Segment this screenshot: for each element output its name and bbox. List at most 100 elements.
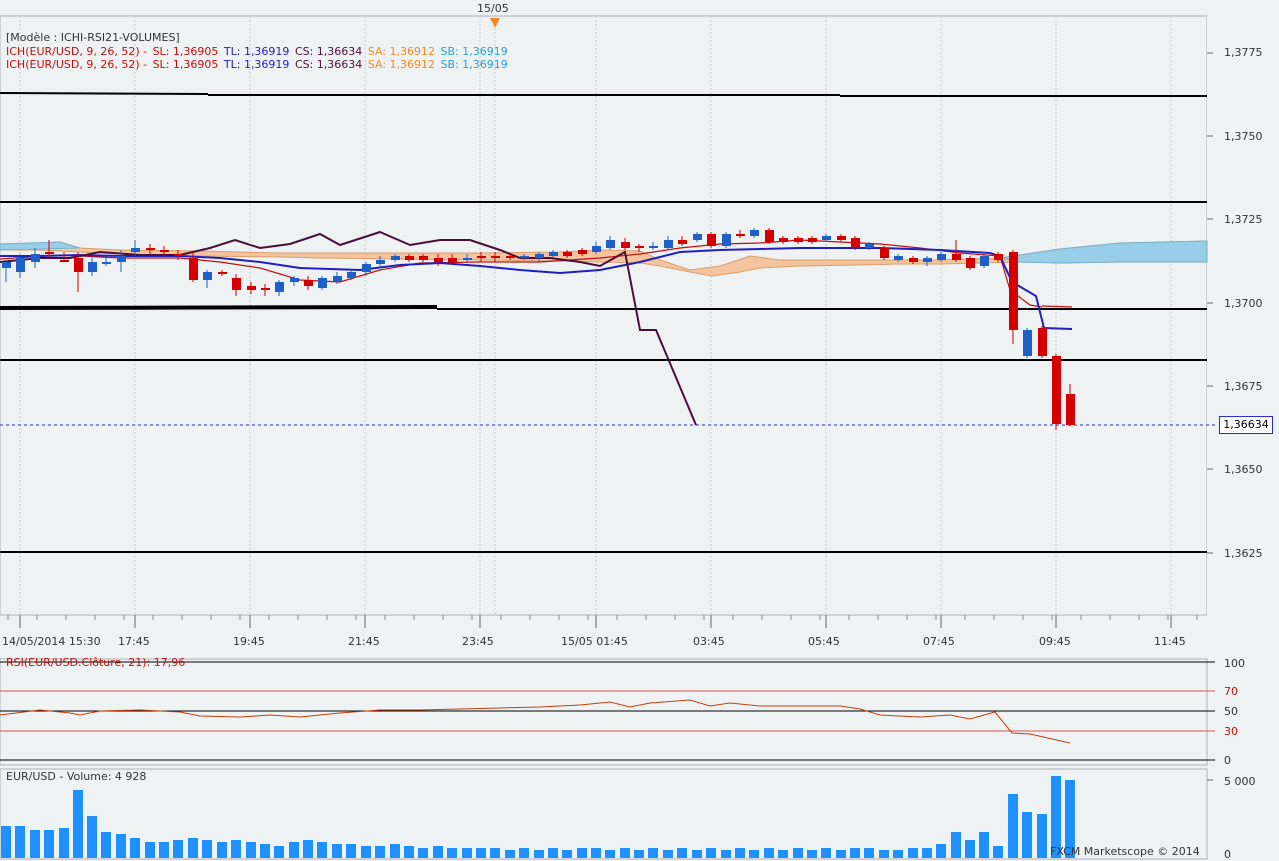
volume-bar bbox=[1051, 776, 1061, 858]
volume-bar bbox=[116, 834, 126, 858]
candle-body bbox=[923, 258, 932, 262]
price-label: 1,3775 bbox=[1224, 46, 1263, 59]
candle-body bbox=[376, 260, 385, 264]
candle-body bbox=[131, 248, 140, 252]
volume-bar bbox=[246, 842, 256, 858]
volume-bar bbox=[993, 846, 1003, 858]
candle-body bbox=[994, 254, 1003, 260]
volume-plot-area bbox=[0, 768, 1208, 860]
volume-bar bbox=[317, 842, 327, 858]
candle-body bbox=[535, 254, 544, 258]
time-label: 07:45 bbox=[923, 635, 955, 648]
candle-body bbox=[837, 236, 846, 240]
volume-bar bbox=[922, 848, 932, 858]
volume-bar bbox=[1008, 794, 1018, 858]
time-label: 05:45 bbox=[808, 635, 840, 648]
candle-body bbox=[60, 260, 69, 262]
volume-bar bbox=[778, 850, 788, 858]
volume-level: 5 000 bbox=[1224, 775, 1256, 788]
candle-body bbox=[736, 234, 745, 236]
candle-body bbox=[750, 230, 759, 236]
volume-bar bbox=[605, 850, 615, 858]
volume-bar bbox=[332, 844, 342, 858]
candle-body bbox=[563, 252, 572, 256]
time-label: 11:45 bbox=[1154, 635, 1186, 648]
time-label: 14/05/2014 15:30 bbox=[2, 635, 101, 648]
candle-body bbox=[362, 264, 371, 272]
volume-bar bbox=[289, 842, 299, 858]
legend-sb: SB: 1,36919 bbox=[440, 45, 508, 58]
volume-bar bbox=[260, 844, 270, 858]
candle-body bbox=[794, 238, 803, 242]
current-price-tag: 1,36634 bbox=[1219, 416, 1273, 434]
volume-bar bbox=[965, 840, 975, 858]
price-label: 1,3750 bbox=[1224, 130, 1263, 143]
volume-bar bbox=[979, 832, 989, 858]
candle-body bbox=[621, 242, 630, 248]
candle-body bbox=[592, 246, 601, 252]
rsi-line bbox=[0, 699, 1071, 744]
candle-body bbox=[980, 256, 989, 266]
candle-body bbox=[275, 282, 284, 292]
volume-bar bbox=[44, 830, 54, 858]
volume-bar bbox=[145, 842, 155, 858]
candle-body bbox=[232, 278, 241, 290]
volume-bar bbox=[462, 848, 472, 858]
price-label: 1,3650 bbox=[1224, 463, 1263, 476]
volume-bar bbox=[562, 850, 572, 858]
kijun-tail bbox=[1041, 305, 1073, 308]
legend-tl: TL: 1,36919 bbox=[223, 58, 290, 71]
candle-body bbox=[894, 256, 903, 260]
volume-bar bbox=[1022, 812, 1032, 858]
volume-bar bbox=[836, 850, 846, 858]
rsi-legend: RSI(EUR/USD.Clôture, 21): 17,96 bbox=[6, 656, 186, 669]
candle-body bbox=[722, 234, 731, 246]
kumo-cloud-bull bbox=[0, 240, 1208, 264]
candle-body bbox=[347, 272, 356, 278]
candle-body bbox=[290, 278, 299, 282]
volume-bar bbox=[361, 846, 371, 858]
volume-bar bbox=[188, 838, 198, 858]
candle-body bbox=[966, 258, 975, 268]
price-chart[interactable] bbox=[0, 0, 1279, 630]
volume-bar bbox=[936, 844, 946, 858]
legend-sa: SA: 1,36912 bbox=[367, 58, 436, 71]
price-label: 1,3725 bbox=[1224, 213, 1263, 226]
resistance-line bbox=[0, 92, 209, 95]
volume-bar bbox=[505, 850, 515, 858]
candle-body bbox=[1066, 394, 1075, 425]
candle-body bbox=[405, 256, 414, 260]
candle-body bbox=[45, 252, 54, 254]
candle-body bbox=[247, 286, 256, 290]
rsi-level: 0 bbox=[1224, 754, 1231, 767]
volume-bar bbox=[793, 848, 803, 858]
volume-bar bbox=[548, 848, 558, 858]
candle-body bbox=[649, 246, 658, 248]
candle-body bbox=[851, 238, 860, 248]
price-label: 1,3675 bbox=[1224, 380, 1263, 393]
volume-bar bbox=[749, 850, 759, 858]
candle-body bbox=[88, 262, 97, 272]
volume-bar bbox=[663, 850, 673, 858]
candle-body bbox=[16, 258, 25, 272]
volume-bar bbox=[130, 838, 140, 858]
volume-bar bbox=[706, 848, 716, 858]
volume-bar bbox=[807, 850, 817, 858]
volume-bar bbox=[59, 828, 69, 858]
rsi-chart[interactable] bbox=[0, 655, 1279, 767]
volume-legend: EUR/USD - Volume: 4 928 bbox=[6, 770, 147, 783]
candle-body bbox=[635, 246, 644, 248]
footer-brand: FXCM Marketscope © 2014 bbox=[1050, 845, 1200, 858]
candle-body bbox=[909, 258, 918, 262]
date-marker-label: 15/05 bbox=[477, 2, 509, 15]
volume-bar bbox=[951, 832, 961, 858]
candle-body bbox=[333, 276, 342, 282]
candle-body bbox=[491, 256, 500, 258]
legend-tl: TL: 1,36919 bbox=[223, 45, 290, 58]
candle-body bbox=[1009, 252, 1018, 330]
candle-body bbox=[146, 248, 155, 250]
volume-bar bbox=[1065, 780, 1075, 858]
volume-chart[interactable] bbox=[0, 768, 1279, 860]
volume-bar bbox=[692, 850, 702, 858]
volume-bar bbox=[390, 844, 400, 858]
